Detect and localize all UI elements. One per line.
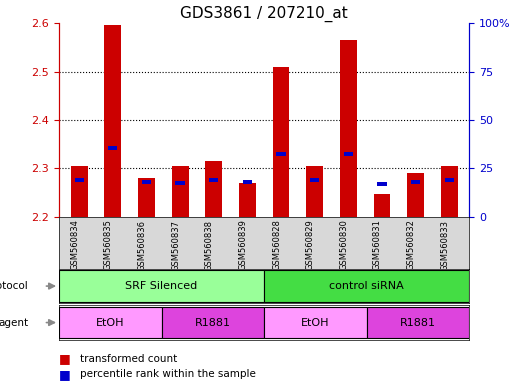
Bar — [264, 270, 469, 302]
Text: GSM560832: GSM560832 — [407, 220, 416, 270]
Text: GSM560834: GSM560834 — [70, 220, 79, 270]
Bar — [138, 178, 155, 217]
Bar — [74, 178, 84, 182]
Bar — [340, 40, 357, 217]
Bar — [367, 307, 469, 338]
Bar — [264, 307, 367, 338]
Text: control siRNA: control siRNA — [329, 281, 404, 291]
Text: EtOH: EtOH — [301, 318, 330, 328]
Text: percentile rank within the sample: percentile rank within the sample — [80, 369, 255, 379]
Bar — [105, 25, 121, 217]
Bar — [162, 307, 264, 338]
Bar — [243, 180, 252, 184]
Text: GSM560828: GSM560828 — [272, 220, 281, 270]
Text: protocol: protocol — [0, 281, 28, 291]
Text: GSM560833: GSM560833 — [440, 220, 449, 271]
Bar — [411, 180, 420, 184]
Bar — [205, 161, 222, 217]
Text: EtOH: EtOH — [96, 318, 125, 328]
Text: GSM560829: GSM560829 — [306, 220, 314, 270]
Bar — [272, 67, 289, 217]
Text: GSM560839: GSM560839 — [239, 220, 247, 270]
Bar — [277, 152, 286, 156]
Text: GSM560837: GSM560837 — [171, 220, 180, 271]
Bar — [445, 178, 454, 182]
Bar — [441, 166, 458, 217]
Bar — [175, 181, 185, 185]
Bar — [407, 173, 424, 217]
Bar — [172, 166, 188, 217]
Text: GSM560838: GSM560838 — [205, 220, 214, 271]
Text: ■: ■ — [59, 353, 71, 366]
Text: SRF Silenced: SRF Silenced — [126, 281, 198, 291]
Bar — [344, 152, 353, 156]
Bar — [59, 307, 162, 338]
Text: transformed count: transformed count — [80, 354, 177, 364]
Text: agent: agent — [0, 318, 28, 328]
Bar — [59, 270, 264, 302]
Bar — [373, 194, 390, 217]
Text: GSM560836: GSM560836 — [137, 220, 146, 271]
Text: GSM560835: GSM560835 — [104, 220, 113, 270]
Bar — [377, 182, 387, 186]
Bar — [310, 178, 319, 182]
Bar — [142, 180, 151, 184]
Text: R1881: R1881 — [195, 318, 231, 328]
Bar — [306, 166, 323, 217]
Text: R1881: R1881 — [400, 318, 436, 328]
Bar — [108, 146, 117, 150]
Text: GSM560831: GSM560831 — [373, 220, 382, 270]
Title: GDS3861 / 207210_at: GDS3861 / 207210_at — [181, 5, 348, 22]
Bar — [239, 183, 256, 217]
Bar — [71, 166, 88, 217]
Text: ■: ■ — [59, 368, 71, 381]
Text: GSM560830: GSM560830 — [339, 220, 348, 270]
Bar — [209, 178, 219, 182]
